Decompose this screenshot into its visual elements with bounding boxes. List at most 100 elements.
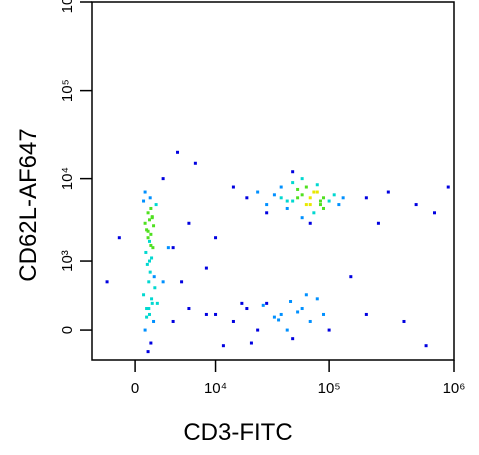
point bbox=[150, 216, 154, 220]
y-tick-label: 10⁵ bbox=[59, 79, 76, 102]
point bbox=[265, 301, 269, 305]
point bbox=[146, 350, 150, 354]
point bbox=[161, 177, 165, 181]
x-tick-label: 10⁶ bbox=[443, 380, 466, 397]
point bbox=[249, 341, 253, 345]
point bbox=[143, 328, 147, 332]
point bbox=[187, 307, 191, 311]
point bbox=[402, 319, 406, 323]
point bbox=[166, 246, 170, 250]
point bbox=[144, 250, 148, 254]
point bbox=[322, 196, 326, 200]
point bbox=[300, 307, 304, 311]
point bbox=[204, 266, 208, 270]
point bbox=[147, 280, 151, 284]
point bbox=[150, 297, 154, 301]
point bbox=[245, 196, 249, 200]
y-axis-label: CD62L-AF647 bbox=[15, 128, 42, 281]
point bbox=[272, 193, 276, 197]
point bbox=[364, 312, 368, 316]
point bbox=[308, 196, 312, 200]
point bbox=[285, 328, 289, 332]
point bbox=[105, 280, 109, 284]
point bbox=[265, 211, 269, 215]
point bbox=[161, 280, 165, 284]
point bbox=[193, 161, 197, 165]
point bbox=[279, 312, 283, 316]
y-tick-label: 10³ bbox=[59, 250, 76, 272]
point bbox=[296, 187, 300, 191]
point bbox=[285, 199, 289, 203]
point bbox=[149, 232, 153, 236]
point bbox=[322, 206, 326, 210]
plot-frame bbox=[91, 1, 455, 361]
point bbox=[327, 199, 331, 203]
point bbox=[322, 312, 326, 316]
point bbox=[300, 177, 304, 181]
point bbox=[143, 190, 147, 194]
point bbox=[318, 203, 322, 207]
points bbox=[105, 150, 450, 354]
point bbox=[446, 185, 450, 189]
point bbox=[337, 203, 341, 207]
point bbox=[261, 303, 265, 307]
point bbox=[147, 259, 151, 263]
point bbox=[245, 307, 249, 311]
point bbox=[279, 185, 283, 189]
point bbox=[150, 256, 154, 260]
point bbox=[153, 286, 157, 290]
point bbox=[151, 246, 155, 250]
point bbox=[150, 301, 154, 305]
point bbox=[279, 196, 283, 200]
point bbox=[221, 344, 225, 348]
point bbox=[146, 236, 150, 240]
point bbox=[149, 243, 153, 247]
y-tick-label: 10⁶ bbox=[59, 0, 76, 13]
point bbox=[304, 203, 308, 207]
point bbox=[154, 203, 158, 207]
point bbox=[349, 275, 353, 279]
x-tick-label: 0 bbox=[131, 380, 139, 397]
point bbox=[376, 221, 380, 225]
point bbox=[304, 185, 308, 189]
point bbox=[285, 206, 289, 210]
point bbox=[315, 190, 319, 194]
point bbox=[289, 299, 293, 303]
point bbox=[176, 150, 180, 154]
point bbox=[147, 312, 151, 316]
point bbox=[148, 270, 152, 274]
point bbox=[265, 203, 269, 207]
point bbox=[256, 190, 260, 194]
point bbox=[148, 196, 152, 200]
point bbox=[296, 310, 300, 314]
point bbox=[291, 170, 295, 174]
point bbox=[240, 301, 244, 305]
point bbox=[312, 211, 316, 215]
point bbox=[145, 262, 149, 266]
point bbox=[312, 190, 316, 194]
point bbox=[308, 203, 312, 207]
point bbox=[364, 196, 368, 200]
point bbox=[315, 297, 319, 301]
point bbox=[180, 280, 184, 284]
point bbox=[327, 328, 331, 332]
point bbox=[152, 319, 156, 323]
point bbox=[214, 312, 218, 316]
x-tick-label: 10⁵ bbox=[318, 380, 341, 397]
point bbox=[214, 236, 218, 240]
point bbox=[155, 301, 159, 305]
point bbox=[204, 312, 208, 316]
y-tick-label: 0 bbox=[59, 326, 76, 334]
point bbox=[272, 315, 276, 319]
point bbox=[147, 307, 151, 311]
point bbox=[300, 193, 304, 197]
point bbox=[277, 318, 281, 322]
point bbox=[318, 199, 322, 203]
point bbox=[143, 221, 147, 225]
x-axis-label: CD3-FITC bbox=[183, 419, 292, 446]
point bbox=[142, 293, 146, 297]
x-tick-label: 10⁴ bbox=[204, 380, 227, 397]
point bbox=[341, 196, 345, 200]
point bbox=[304, 293, 308, 297]
